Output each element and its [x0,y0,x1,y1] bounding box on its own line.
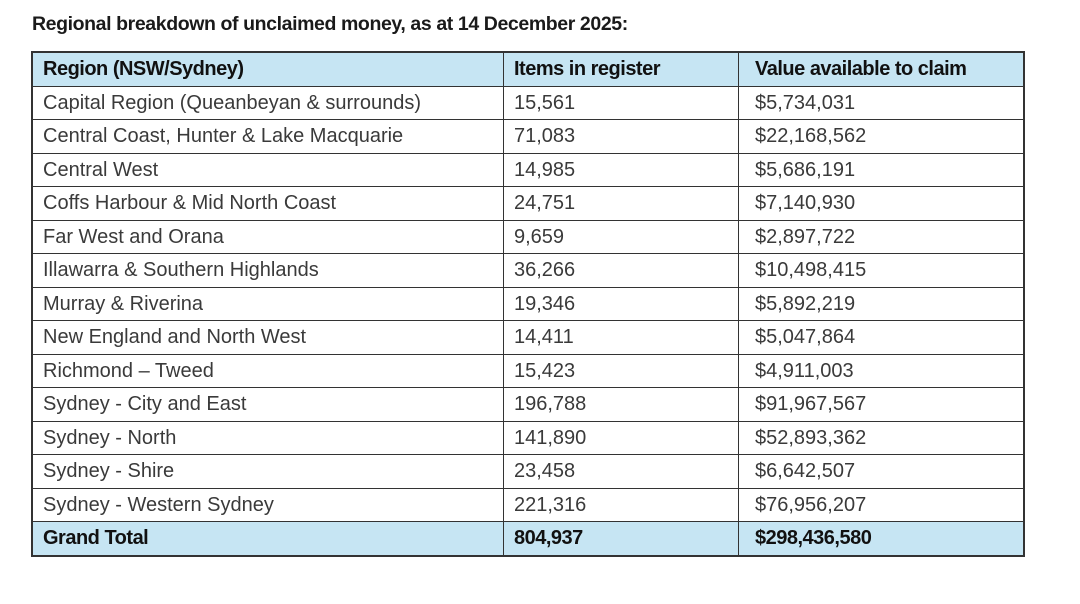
cell-region: Sydney - North [31,420,504,455]
cell-items: 36,266 [503,253,739,288]
cell-value: $22,168,562 [738,119,1025,154]
cell-value: $91,967,567 [738,387,1025,422]
cell-region: Coffs Harbour & Mid North Coast [31,186,504,221]
table-body: Capital Region (Queanbeyan & surrounds) 1… [31,85,1025,522]
cell-value: $6,642,507 [738,454,1025,489]
cell-region: Capital Region (Queanbeyan & surrounds) [31,85,504,120]
cell-region: Sydney - Western Sydney [31,487,504,522]
header-items: Items in register [503,51,739,87]
page-title: Regional breakdown of unclaimed money, a… [32,13,628,35]
table-row: Sydney - City and East 196,788 $91,967,567 [31,387,1025,422]
cell-items: 71,083 [503,119,739,154]
cell-value: $5,734,031 [738,85,1025,120]
table-row: Capital Region (Queanbeyan & surrounds) 1… [31,85,1025,120]
cell-region: New England and North West [31,320,504,355]
cell-region: Far West and Orana [31,219,504,254]
table-row: Richmond – Tweed 15,423 $4,911,003 [31,353,1025,388]
table-row: Central West 14,985 $5,686,191 [31,152,1025,187]
cell-items: 141,890 [503,420,739,455]
cell-items: 221,316 [503,487,739,522]
table-row: Murray & Riverina 19,346 $5,892,219 [31,286,1025,321]
cell-value: $2,897,722 [738,219,1025,254]
cell-region: Sydney - City and East [31,387,504,422]
cell-region: Sydney - Shire [31,454,504,489]
cell-value: $5,047,864 [738,320,1025,355]
header-value: Value available to claim [738,51,1025,87]
unclaimed-money-table: Region (NSW/Sydney) Items in register Va… [31,51,1025,557]
header-region: Region (NSW/Sydney) [31,51,504,87]
table-row: Illawarra & Southern Highlands 36,266 $10,… [31,253,1025,288]
cell-region: Murray & Riverina [31,286,504,321]
table-row: Coffs Harbour & Mid North Coast 24,751 $7,… [31,186,1025,221]
cell-value: $10,498,415 [738,253,1025,288]
cell-region: Central Coast, Hunter & Lake Macquarie [31,119,504,154]
cell-value: $4,911,003 [738,353,1025,388]
table-row: Sydney - Western Sydney 221,316 $76,956,20… [31,487,1025,522]
table-row: Central Coast, Hunter & Lake Macquarie 71… [31,119,1025,154]
cell-value: $7,140,930 [738,186,1025,221]
cell-items: 24,751 [503,186,739,221]
total-label: Grand Total [31,521,504,556]
total-items: 804,937 [503,521,739,556]
table-header-row: Region (NSW/Sydney) Items in register Va… [31,51,1025,87]
cell-region: Central West [31,152,504,187]
cell-items: 15,561 [503,85,739,120]
cell-value: $52,893,362 [738,420,1025,455]
cell-items: 15,423 [503,353,739,388]
table-row: New England and North West 14,411 $5,047,8… [31,320,1025,355]
cell-value: $5,686,191 [738,152,1025,187]
table-row: Sydney - Shire 23,458 $6,642,507 [31,454,1025,489]
cell-region: Richmond – Tweed [31,353,504,388]
cell-items: 14,985 [503,152,739,187]
cell-items: 19,346 [503,286,739,321]
cell-items: 9,659 [503,219,739,254]
cell-value: $76,956,207 [738,487,1025,522]
cell-value: $5,892,219 [738,286,1025,321]
grand-total-row: Grand Total 804,937 $298,436,580 [31,521,1025,556]
table-row: Far West and Orana 9,659 $2,897,722 [31,219,1025,254]
total-value: $298,436,580 [738,521,1025,556]
cell-items: 196,788 [503,387,739,422]
cell-items: 23,458 [503,454,739,489]
cell-region: Illawarra & Southern Highlands [31,253,504,288]
cell-items: 14,411 [503,320,739,355]
table-row: Sydney - North 141,890 $52,893,362 [31,420,1025,455]
